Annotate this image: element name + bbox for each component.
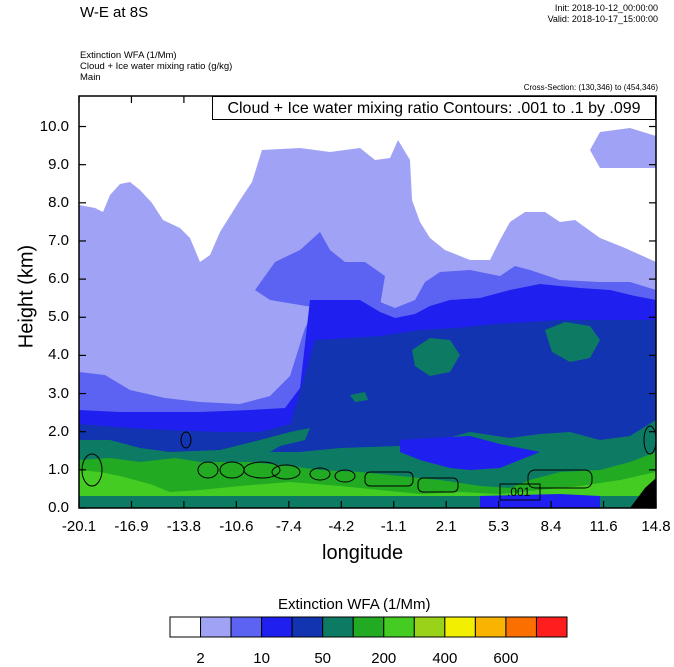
x-tick-label: -4.2 [328, 518, 355, 535]
y-tick-label: 0.0 [48, 499, 69, 516]
y-tick-label: 2.0 [48, 422, 69, 440]
y-tick-label: 7.0 [48, 231, 69, 249]
colorbar-swatch [200, 616, 232, 638]
field-main: Main [80, 72, 101, 83]
teal-patch-2 [545, 322, 600, 362]
cross-section-label: Cross-Section: (130,346) to (454,346) [523, 83, 658, 92]
colorbar-label: 10 [253, 650, 270, 667]
x-tick-label: 14.8 [641, 518, 671, 535]
colorbar-swatch [535, 616, 568, 638]
colorbar-label: 200 [371, 650, 397, 667]
colorbar-swatch [230, 616, 263, 638]
y-tick-label: 9.0 [48, 155, 69, 173]
colorbar-swatch [444, 616, 476, 638]
y-tick-label: 5.0 [48, 308, 69, 326]
x-tick-label: 8.4 [540, 518, 562, 535]
y-tick-label: 1.0 [48, 460, 69, 478]
contour-info-box: Cloud + Ice water mixing ratio Contours:… [212, 96, 656, 120]
band-bright-blue-surface [480, 494, 600, 508]
colorbar [169, 616, 568, 638]
colorbar-swatch [261, 616, 293, 638]
heatmap-field [79, 96, 656, 508]
x-tick-label: -20.1 [61, 518, 97, 535]
colorbar-swatch [291, 616, 324, 638]
x-tick-label: 5.3 [488, 518, 510, 535]
x-tick-label: -16.9 [114, 518, 149, 535]
colorbar-swatch [505, 616, 537, 638]
band-medium-blue-bump [255, 232, 385, 310]
x-tick-label: -10.6 [219, 518, 254, 535]
teal-patch-1 [412, 338, 460, 376]
y-axis-ticks [79, 125, 656, 509]
init-valid-times: Init: 2018-10-12_00:00:00 Valid: 2018-10… [548, 3, 658, 25]
colorbar-swatch [169, 616, 202, 638]
contour-lines [81, 425, 656, 501]
x-tick-label: -13.8 [166, 518, 201, 535]
chart-title: W-E at 8S [80, 4, 149, 21]
colorbar-swatch [413, 616, 446, 638]
y-axis-label: Height (km) [15, 244, 38, 349]
y-tick-label: 10.0 [39, 117, 69, 135]
field-descriptions: Extinction WFA (1/Mm) Cloud + Ice water … [80, 50, 232, 83]
x-tick-label: -7.4 [275, 518, 302, 535]
field-extinction: Extinction WFA (1/Mm) [80, 50, 177, 61]
y-tick-label: 4.0 [48, 346, 69, 364]
field-cloud-ice: Cloud + Ice water mixing ratio (g/kg) [80, 61, 233, 72]
colorbar-label: 400 [432, 650, 458, 667]
x-tick-label: 2.1 [435, 518, 457, 535]
x-tick-label: 11.6 [589, 518, 618, 535]
valid-time: Valid: 2018-10-17_15:00:00 [547, 14, 658, 24]
colorbar-swatch [352, 616, 385, 638]
colorbar-label: 600 [493, 650, 519, 667]
colorbar-label: 2 [196, 650, 205, 667]
init-time: Init: 2018-10-12_00:00:00 [554, 3, 658, 13]
colorbar-label: 50 [314, 650, 332, 667]
y-tick-label: 8.0 [48, 193, 69, 211]
y-tick-label: 6.0 [48, 270, 69, 288]
colorbar-swatch [383, 616, 415, 638]
teal-patch-3 [350, 392, 368, 402]
x-tick-label: -1.1 [380, 518, 407, 535]
colorbar-swatch [474, 616, 507, 638]
colorbar-swatch [322, 616, 354, 638]
colorbar-title: Extinction WFA (1/Mm) [278, 596, 431, 613]
band-bright-blue-low [400, 436, 540, 470]
terrain [630, 478, 656, 508]
y-tick-label: 3.0 [48, 384, 69, 402]
band-light-blue-top [590, 128, 656, 168]
contour-label: .001 [507, 485, 531, 499]
x-axis-label: longitude [322, 542, 404, 564]
